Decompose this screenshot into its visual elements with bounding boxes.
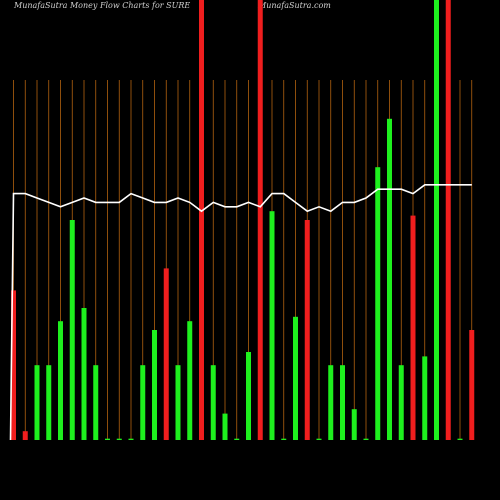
bar — [257, 0, 263, 440]
bar — [199, 0, 204, 440]
bar — [304, 220, 310, 440]
bar — [246, 352, 251, 440]
bar — [469, 330, 475, 440]
bar — [81, 308, 87, 440]
bar — [222, 413, 228, 440]
bar — [363, 438, 369, 440]
bar — [116, 438, 122, 440]
bar — [340, 365, 345, 440]
bar — [351, 409, 357, 440]
bar — [269, 211, 275, 440]
bar — [34, 365, 40, 440]
bar — [69, 220, 75, 440]
bar — [316, 438, 322, 440]
bar — [234, 438, 240, 440]
bar — [22, 431, 28, 440]
bar — [187, 321, 193, 440]
bar — [175, 365, 181, 440]
bar — [387, 118, 392, 441]
bar — [58, 321, 63, 440]
bar — [11, 290, 16, 440]
average-line — [9, 184, 472, 441]
bar — [375, 167, 381, 440]
bar — [410, 215, 416, 440]
bar — [281, 438, 287, 440]
bar — [328, 365, 334, 440]
bar — [93, 365, 99, 440]
chart-title: MunafaSutra Money Flow Charts for SURE — [14, 1, 191, 10]
bar — [422, 356, 428, 440]
bar — [445, 0, 451, 440]
bar — [163, 268, 169, 440]
bar — [293, 316, 298, 440]
bar — [398, 365, 404, 440]
bar — [128, 438, 134, 440]
site-name: MunafaSutra.com — [258, 1, 331, 10]
volume-bars — [11, 0, 475, 441]
bar — [140, 365, 146, 440]
bar — [434, 0, 439, 440]
bar — [457, 438, 463, 440]
bar — [152, 330, 157, 440]
bar — [210, 365, 216, 440]
bar — [46, 365, 52, 440]
bar — [105, 438, 110, 440]
